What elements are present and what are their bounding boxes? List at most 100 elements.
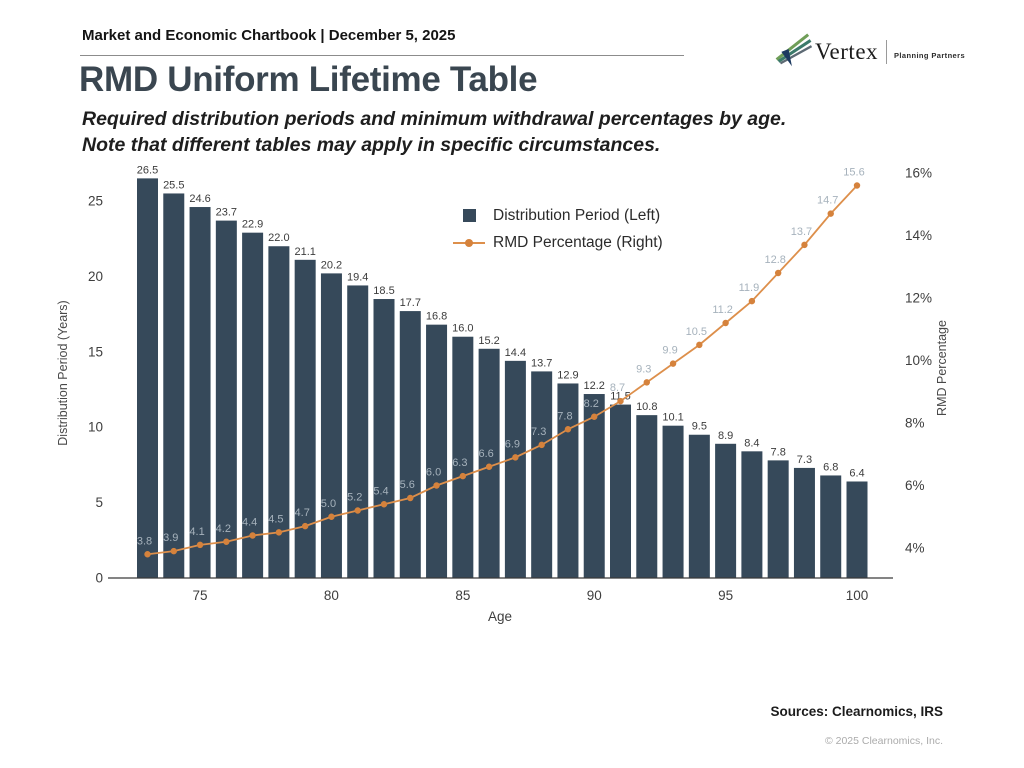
bar-value-label: 8.4 (744, 437, 759, 449)
left-axis-tick: 5 (95, 495, 103, 510)
line-marker (512, 454, 519, 461)
bar (636, 415, 658, 578)
page-title: RMD Uniform Lifetime Table (79, 60, 538, 99)
line-value-label: 14.7 (817, 195, 838, 207)
bar (320, 273, 342, 578)
left-axis-tick: 25 (88, 194, 103, 209)
chartbook-header: Market and Economic Chartbook | December… (82, 27, 456, 44)
bar (163, 193, 185, 578)
bar (268, 246, 290, 579)
bar-value-label: 8.9 (718, 430, 733, 442)
line-marker (853, 182, 861, 189)
bar (741, 451, 763, 578)
line-marker (301, 522, 309, 530)
legend-label: RMD Percentage (Right) (493, 233, 663, 251)
bar (820, 475, 842, 578)
bar-swatch-icon (452, 209, 486, 222)
bar (767, 460, 789, 578)
line-value-label: 5.2 (347, 492, 362, 504)
line-value-label: 7.8 (557, 410, 572, 422)
bar-value-label: 22.0 (268, 232, 289, 244)
line-marker (433, 482, 440, 489)
x-axis-tick: 95 (718, 588, 733, 603)
x-axis-tick: 75 (193, 588, 208, 603)
line-value-label: 4.1 (189, 526, 204, 538)
line-value-label: 15.6 (843, 167, 864, 179)
bar (215, 220, 237, 578)
bar-value-label: 17.7 (400, 297, 421, 309)
line-marker (801, 241, 808, 249)
vertex-logo: Vertex Planning Partners (768, 30, 965, 74)
line-marker (538, 441, 545, 449)
line-value-label: 4.5 (268, 513, 283, 525)
line-marker (196, 541, 204, 549)
bar-value-label: 22.9 (242, 219, 263, 231)
bar-value-label: 10.8 (636, 401, 657, 413)
bar (846, 481, 868, 578)
line-value-label: 9.3 (636, 363, 651, 375)
bar (662, 425, 684, 578)
bar (793, 467, 815, 578)
rmd-line (147, 184, 858, 556)
right-axis-tick: 6% (905, 478, 925, 493)
logo-tagline-text: Planning Partners (894, 50, 966, 60)
line-value-label: 5.0 (321, 498, 336, 510)
line-marker (249, 532, 256, 539)
bar-value-label: 14.4 (505, 347, 526, 359)
right-axis-title: RMD Percentage (935, 320, 949, 416)
legend: Distribution Period (Left) RMD Percentag… (452, 204, 663, 254)
bar (504, 360, 526, 578)
line-marker (722, 319, 729, 327)
bar-value-label: 25.5 (163, 179, 184, 191)
line-value-label: 5.6 (400, 479, 415, 491)
subtitle-line-2: Note that different tables may apply in … (82, 133, 661, 156)
bar (294, 259, 316, 578)
bar-value-label: 12.2 (584, 380, 605, 392)
bar-value-label: 7.8 (771, 446, 786, 458)
x-axis-tick: 100 (846, 588, 869, 603)
bar (242, 232, 264, 578)
sources-note: Sources: Clearnomics, IRS (770, 704, 943, 719)
right-axis-tick: 4% (905, 541, 925, 556)
line-marker (380, 501, 388, 508)
header-divider (80, 55, 684, 56)
line-swatch-icon (452, 238, 486, 247)
legend-item-rmd-percentage: RMD Percentage (Right) (452, 231, 663, 254)
bar-value-label: 21.1 (294, 246, 315, 258)
line-value-label: 6.6 (478, 448, 493, 460)
bar (610, 404, 632, 578)
bar (426, 324, 448, 578)
bar-value-label: 26.5 (137, 164, 158, 176)
bar-value-label: 23.7 (216, 207, 237, 219)
line-marker (591, 413, 598, 420)
bar (583, 394, 605, 578)
line-marker (748, 297, 756, 305)
bar-value-label: 16.0 (452, 323, 473, 335)
bar-value-label: 18.5 (373, 285, 394, 297)
line-value-label: 4.7 (295, 507, 310, 519)
bar-value-label: 10.1 (662, 412, 683, 424)
bar (478, 348, 500, 578)
logo-divider (886, 40, 888, 64)
line-marker (459, 472, 467, 480)
left-axis-tick: 20 (88, 269, 103, 284)
bar (688, 434, 710, 578)
bar (452, 336, 474, 578)
line-marker (564, 426, 572, 433)
line-value-label: 3.9 (163, 532, 178, 544)
bar (347, 285, 369, 578)
bar (189, 207, 211, 579)
legend-label: Distribution Period (Left) (493, 206, 661, 224)
line-marker (328, 513, 335, 520)
line-value-label: 4.2 (216, 523, 231, 535)
bar (373, 299, 395, 578)
copyright-note: © 2025 Clearnomics, Inc. (824, 735, 943, 747)
right-axis-tick: 16% (905, 166, 932, 181)
line-value-label: 5.4 (373, 485, 388, 497)
line-value-label: 11.9 (739, 282, 760, 294)
bar-value-label: 6.8 (823, 461, 838, 473)
bar (137, 178, 158, 578)
bar-value-label: 16.8 (426, 311, 447, 323)
